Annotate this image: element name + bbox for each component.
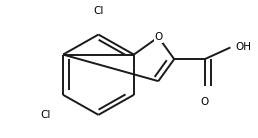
Text: O: O [201, 97, 209, 107]
Text: Cl: Cl [93, 6, 104, 16]
Text: O: O [154, 32, 163, 42]
Text: Cl: Cl [41, 110, 51, 120]
Text: OH: OH [235, 43, 251, 52]
